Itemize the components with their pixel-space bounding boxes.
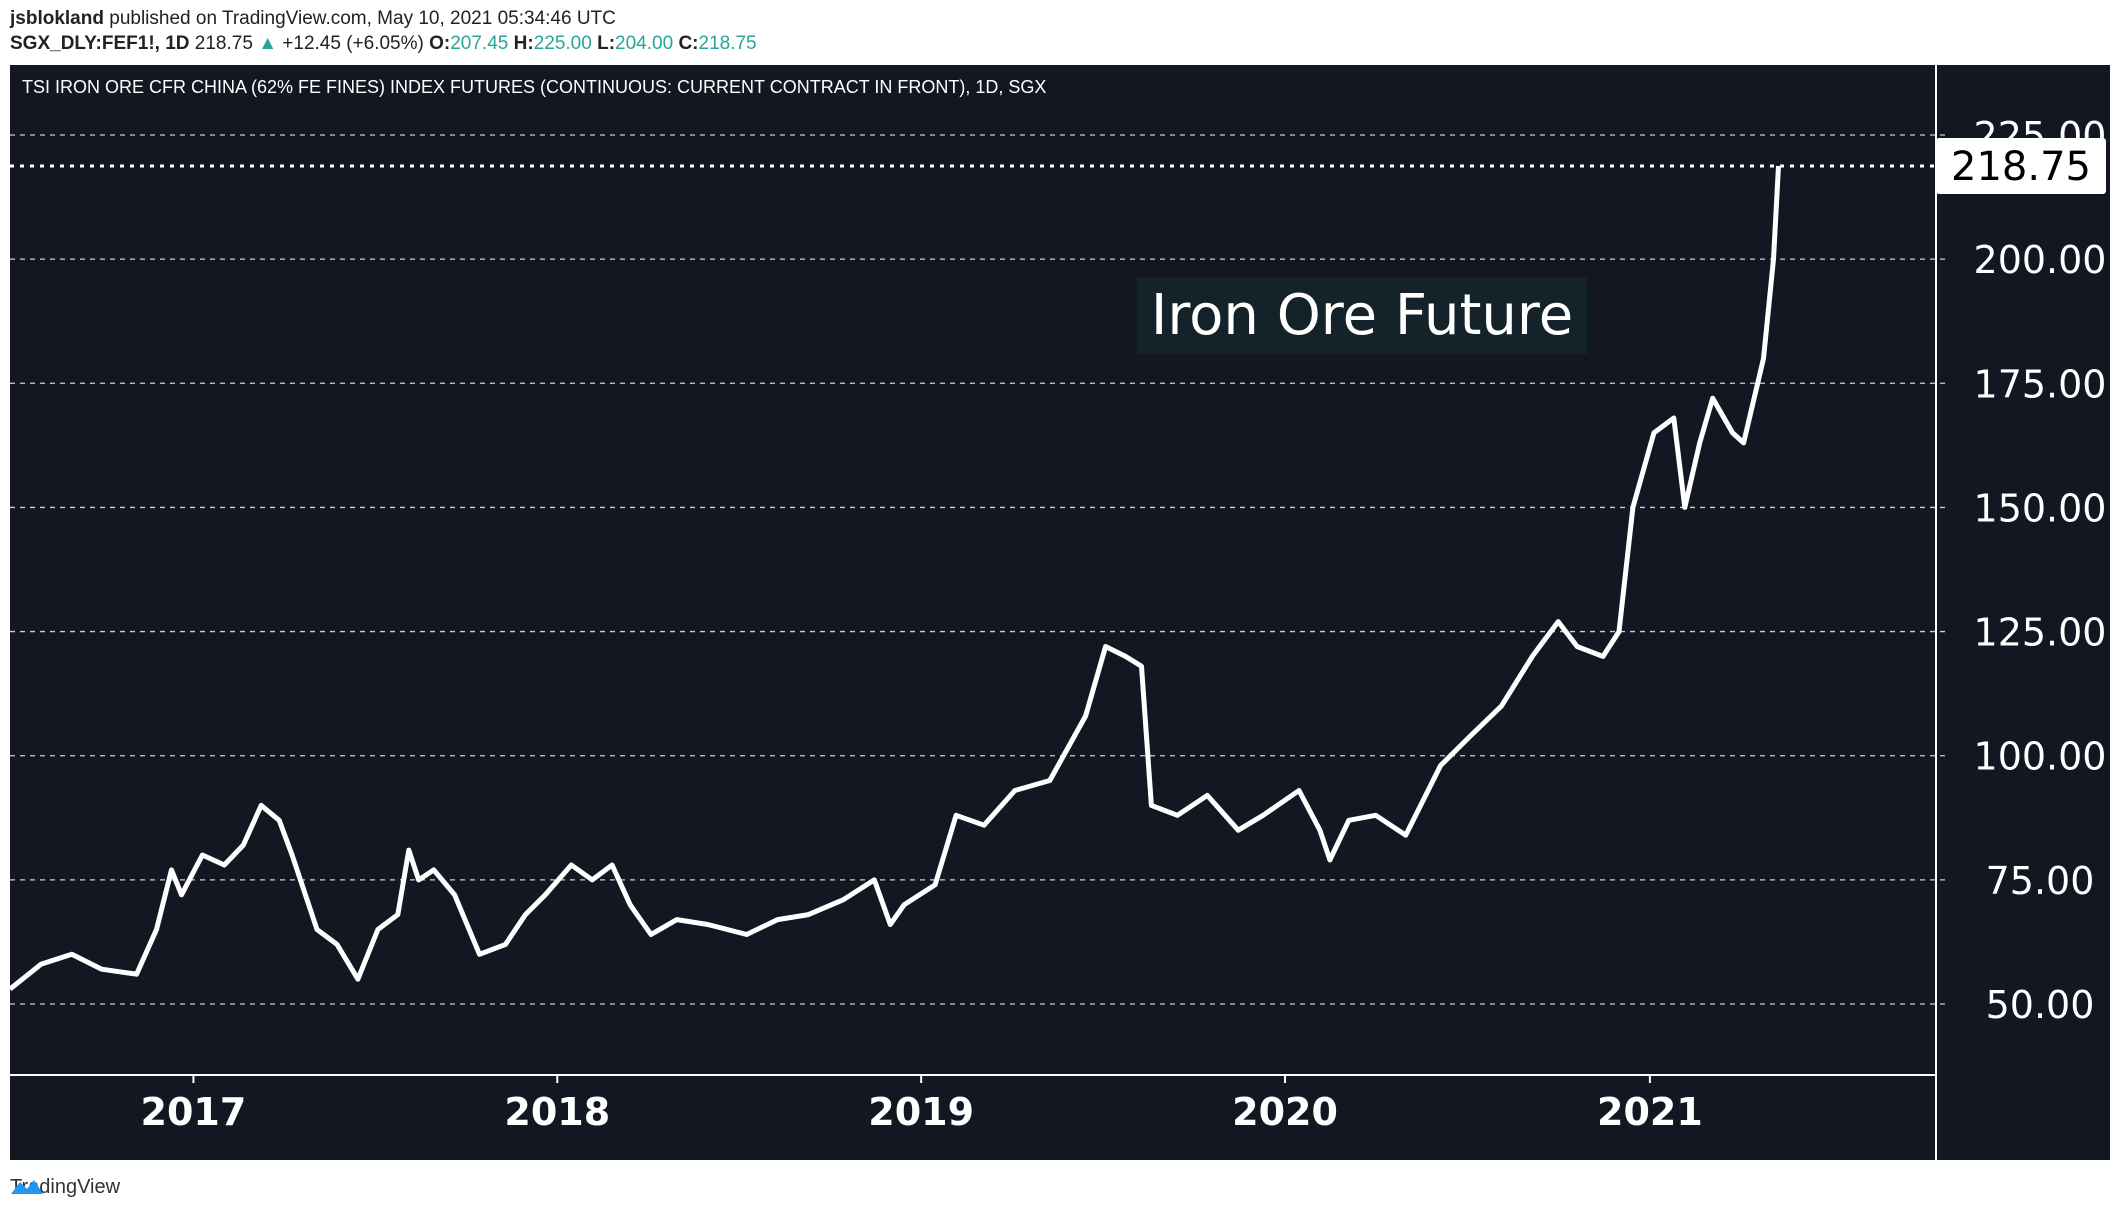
x-tick-label: 2018	[504, 1090, 610, 1134]
open-value: 207.45	[450, 33, 509, 54]
y-tick-label: 75.00	[1986, 859, 2095, 903]
tradingview-logo-icon	[11, 1180, 43, 1194]
high-label: H:	[513, 33, 534, 54]
low-label: L:	[597, 33, 616, 54]
chart-title: TSI IRON ORE CFR CHINA (62% FE FINES) IN…	[22, 77, 1047, 97]
high-value: 225.00	[533, 33, 592, 54]
y-tick-label: 50.00	[1986, 983, 2095, 1027]
last-price-badge	[1936, 138, 2106, 195]
open-label: O:	[429, 33, 451, 54]
publish-info: jsblokland published on TradingView.com,…	[10, 8, 616, 30]
low-value: 204.00	[615, 33, 674, 54]
annotation-label[interactable]: Iron Ore Future	[1137, 277, 1587, 354]
publish-text: published on TradingView.com, May 10, 20…	[109, 8, 616, 29]
y-tick-label: 125.00	[1974, 611, 2107, 655]
change: +12.45 (+6.05%)	[282, 33, 424, 54]
y-tick-label: 150.00	[1974, 486, 2107, 530]
chart-svg: 50.00 75.00 100.00 125.00 150.00 175.00 200.00…	[10, 65, 2107, 1160]
x-tick-label: 2017	[141, 1090, 247, 1134]
last-price: 218.75	[194, 33, 253, 54]
price-series-line	[10, 165, 1781, 992]
y-tick-label: 200.00	[1974, 238, 2107, 282]
last-price-badge-text: 218.75	[1951, 144, 2091, 190]
close-value: 218.75	[698, 33, 757, 54]
symbol: SGX_DLY:FEF1!, 1D	[10, 33, 190, 54]
x-tick-label: 2019	[868, 1090, 974, 1134]
ohlc-legend: SGX_DLY:FEF1!, 1D 218.75 ▲ +12.45 (+6.05…	[10, 33, 757, 55]
x-tick-label: 2021	[1597, 1090, 1703, 1134]
author-link[interactable]: jsblokland	[10, 8, 104, 29]
y-tick-label: 100.00	[1974, 735, 2107, 779]
footer: TradingView	[10, 1176, 120, 1199]
triangle-up-icon: ▲	[258, 33, 277, 54]
x-tick-label: 2020	[1232, 1090, 1338, 1134]
chart[interactable]: 50.00 75.00 100.00 125.00 150.00 175.00 200.00…	[10, 65, 2110, 1160]
y-tick-label: 175.00	[1974, 362, 2107, 406]
close-label: C:	[678, 33, 699, 54]
